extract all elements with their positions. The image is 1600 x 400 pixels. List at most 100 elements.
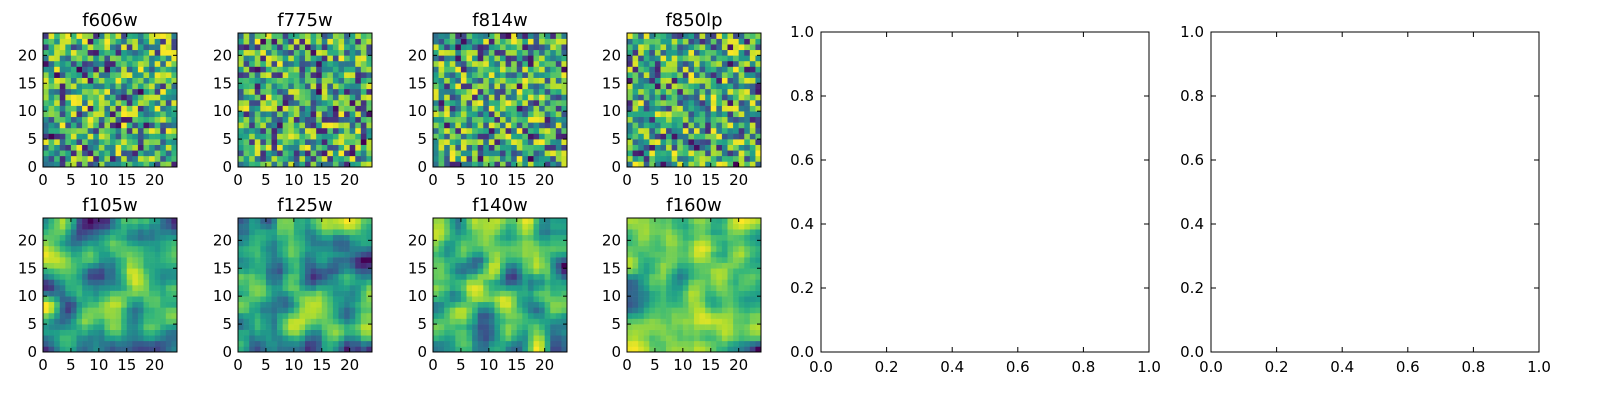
heatmap-cell (65, 133, 72, 140)
heatmap-cell (265, 38, 272, 45)
heatmap-cell (43, 116, 49, 123)
heatmap-cell (98, 55, 105, 62)
heatmap-cell (716, 60, 723, 67)
heatmap-cell (733, 33, 739, 39)
heatmap-cell (59, 33, 66, 39)
heatmap-cell (238, 279, 244, 286)
heatmap-cell (366, 105, 373, 112)
heatmap-cell (699, 38, 706, 45)
heatmap-cell (472, 60, 478, 67)
heatmap-cell (555, 55, 562, 62)
heatmap-cell (455, 55, 462, 62)
heatmap-cell (121, 234, 128, 241)
heatmap-cell (277, 94, 283, 101)
heatmap-cell (110, 290, 116, 297)
heatmap-cell (360, 318, 367, 325)
heatmap-cell (110, 324, 116, 330)
heatmap-cell (677, 161, 684, 168)
heatmap-cell (332, 155, 339, 162)
heatmap-cell (171, 60, 178, 67)
heatmap-cell (288, 100, 295, 106)
heatmap-cell (104, 133, 111, 140)
heatmap-cell (299, 44, 306, 51)
heatmap-cell (544, 251, 551, 258)
heatmap-cell (171, 33, 178, 39)
heatmap-cell (137, 38, 144, 45)
heatmap-cell (332, 133, 339, 140)
heatmap-cell (649, 139, 656, 145)
heatmap-cell (110, 83, 116, 90)
heatmap-cell (654, 116, 661, 123)
heatmap-cell (705, 223, 712, 230)
heatmap-cell (277, 301, 283, 308)
heatmap-cell (472, 245, 478, 252)
heatmap-cell (143, 83, 150, 90)
heatmap-cell (749, 111, 756, 118)
heatmap-cell (539, 251, 545, 258)
heatmap-cell (682, 77, 689, 84)
heatmap-cell (438, 139, 445, 145)
heatmap-cell (76, 268, 83, 275)
heatmap-cell (171, 44, 178, 51)
heatmap-cell (115, 161, 122, 168)
heatmap-cell (238, 223, 244, 230)
heatmap-cell (505, 33, 512, 39)
heatmap-cell (505, 139, 512, 145)
heatmap-cell (654, 100, 661, 106)
heatmap-cell (511, 229, 518, 236)
heatmap-cell (721, 307, 728, 314)
heatmap-cell (438, 72, 445, 78)
heatmap-cell (115, 94, 122, 101)
heatmap-cell (632, 251, 639, 258)
heatmap-cell (299, 100, 306, 106)
heatmap-cell (632, 335, 639, 342)
heatmap-cell (160, 122, 167, 129)
heatmap-cell (321, 144, 328, 151)
heatmap-cell (516, 55, 523, 62)
heatmap-cell (643, 105, 650, 112)
heatmap-cell (627, 72, 633, 78)
heatmap-cell (727, 290, 734, 297)
heatmap-cell (444, 60, 451, 67)
heatmap-cell (160, 290, 167, 297)
heatmap-cell (654, 88, 661, 95)
heatmap-cell (643, 44, 650, 51)
heatmap-cell (310, 318, 317, 325)
heatmap-cell (70, 346, 77, 353)
heatmap-cell (755, 251, 762, 258)
heatmap-cell (59, 60, 66, 67)
heatmap-cell (137, 88, 144, 95)
heatmap-cell (254, 329, 261, 336)
heatmap-cell (366, 318, 373, 325)
heatmap-cell (288, 60, 295, 67)
heatmap-cell (727, 318, 734, 325)
heatmap-cell (110, 49, 116, 56)
heatmap-cell (48, 318, 55, 325)
heatmap-cell (338, 268, 345, 275)
heatmap-cell (360, 301, 367, 308)
heatmap-cell (721, 139, 728, 145)
heatmap-cell (533, 161, 540, 168)
heatmap-cell (733, 251, 739, 258)
heatmap-cell (666, 139, 672, 145)
heatmap-cell (265, 122, 272, 129)
heatmap-cell (271, 251, 278, 258)
heatmap-cell (171, 223, 178, 230)
heatmap-cell (143, 150, 150, 157)
heatmap-cell (727, 94, 734, 101)
heatmap-cell (533, 77, 540, 84)
heatmap-cell (488, 285, 495, 291)
heatmap-cell (332, 251, 339, 258)
heatmap-cell (366, 273, 373, 280)
heatmap-cell (321, 285, 328, 291)
heatmap-cell (660, 105, 667, 112)
heatmap-cell (744, 279, 751, 286)
heatmap-cell (671, 301, 678, 308)
heatmap-cell (638, 324, 645, 330)
heatmap-cell (716, 122, 723, 129)
heatmap-cell (65, 324, 72, 330)
heatmap-cell (260, 66, 267, 73)
heatmap-cell (82, 285, 88, 291)
heatmap-cell (643, 329, 650, 336)
heatmap-cell (154, 273, 161, 280)
